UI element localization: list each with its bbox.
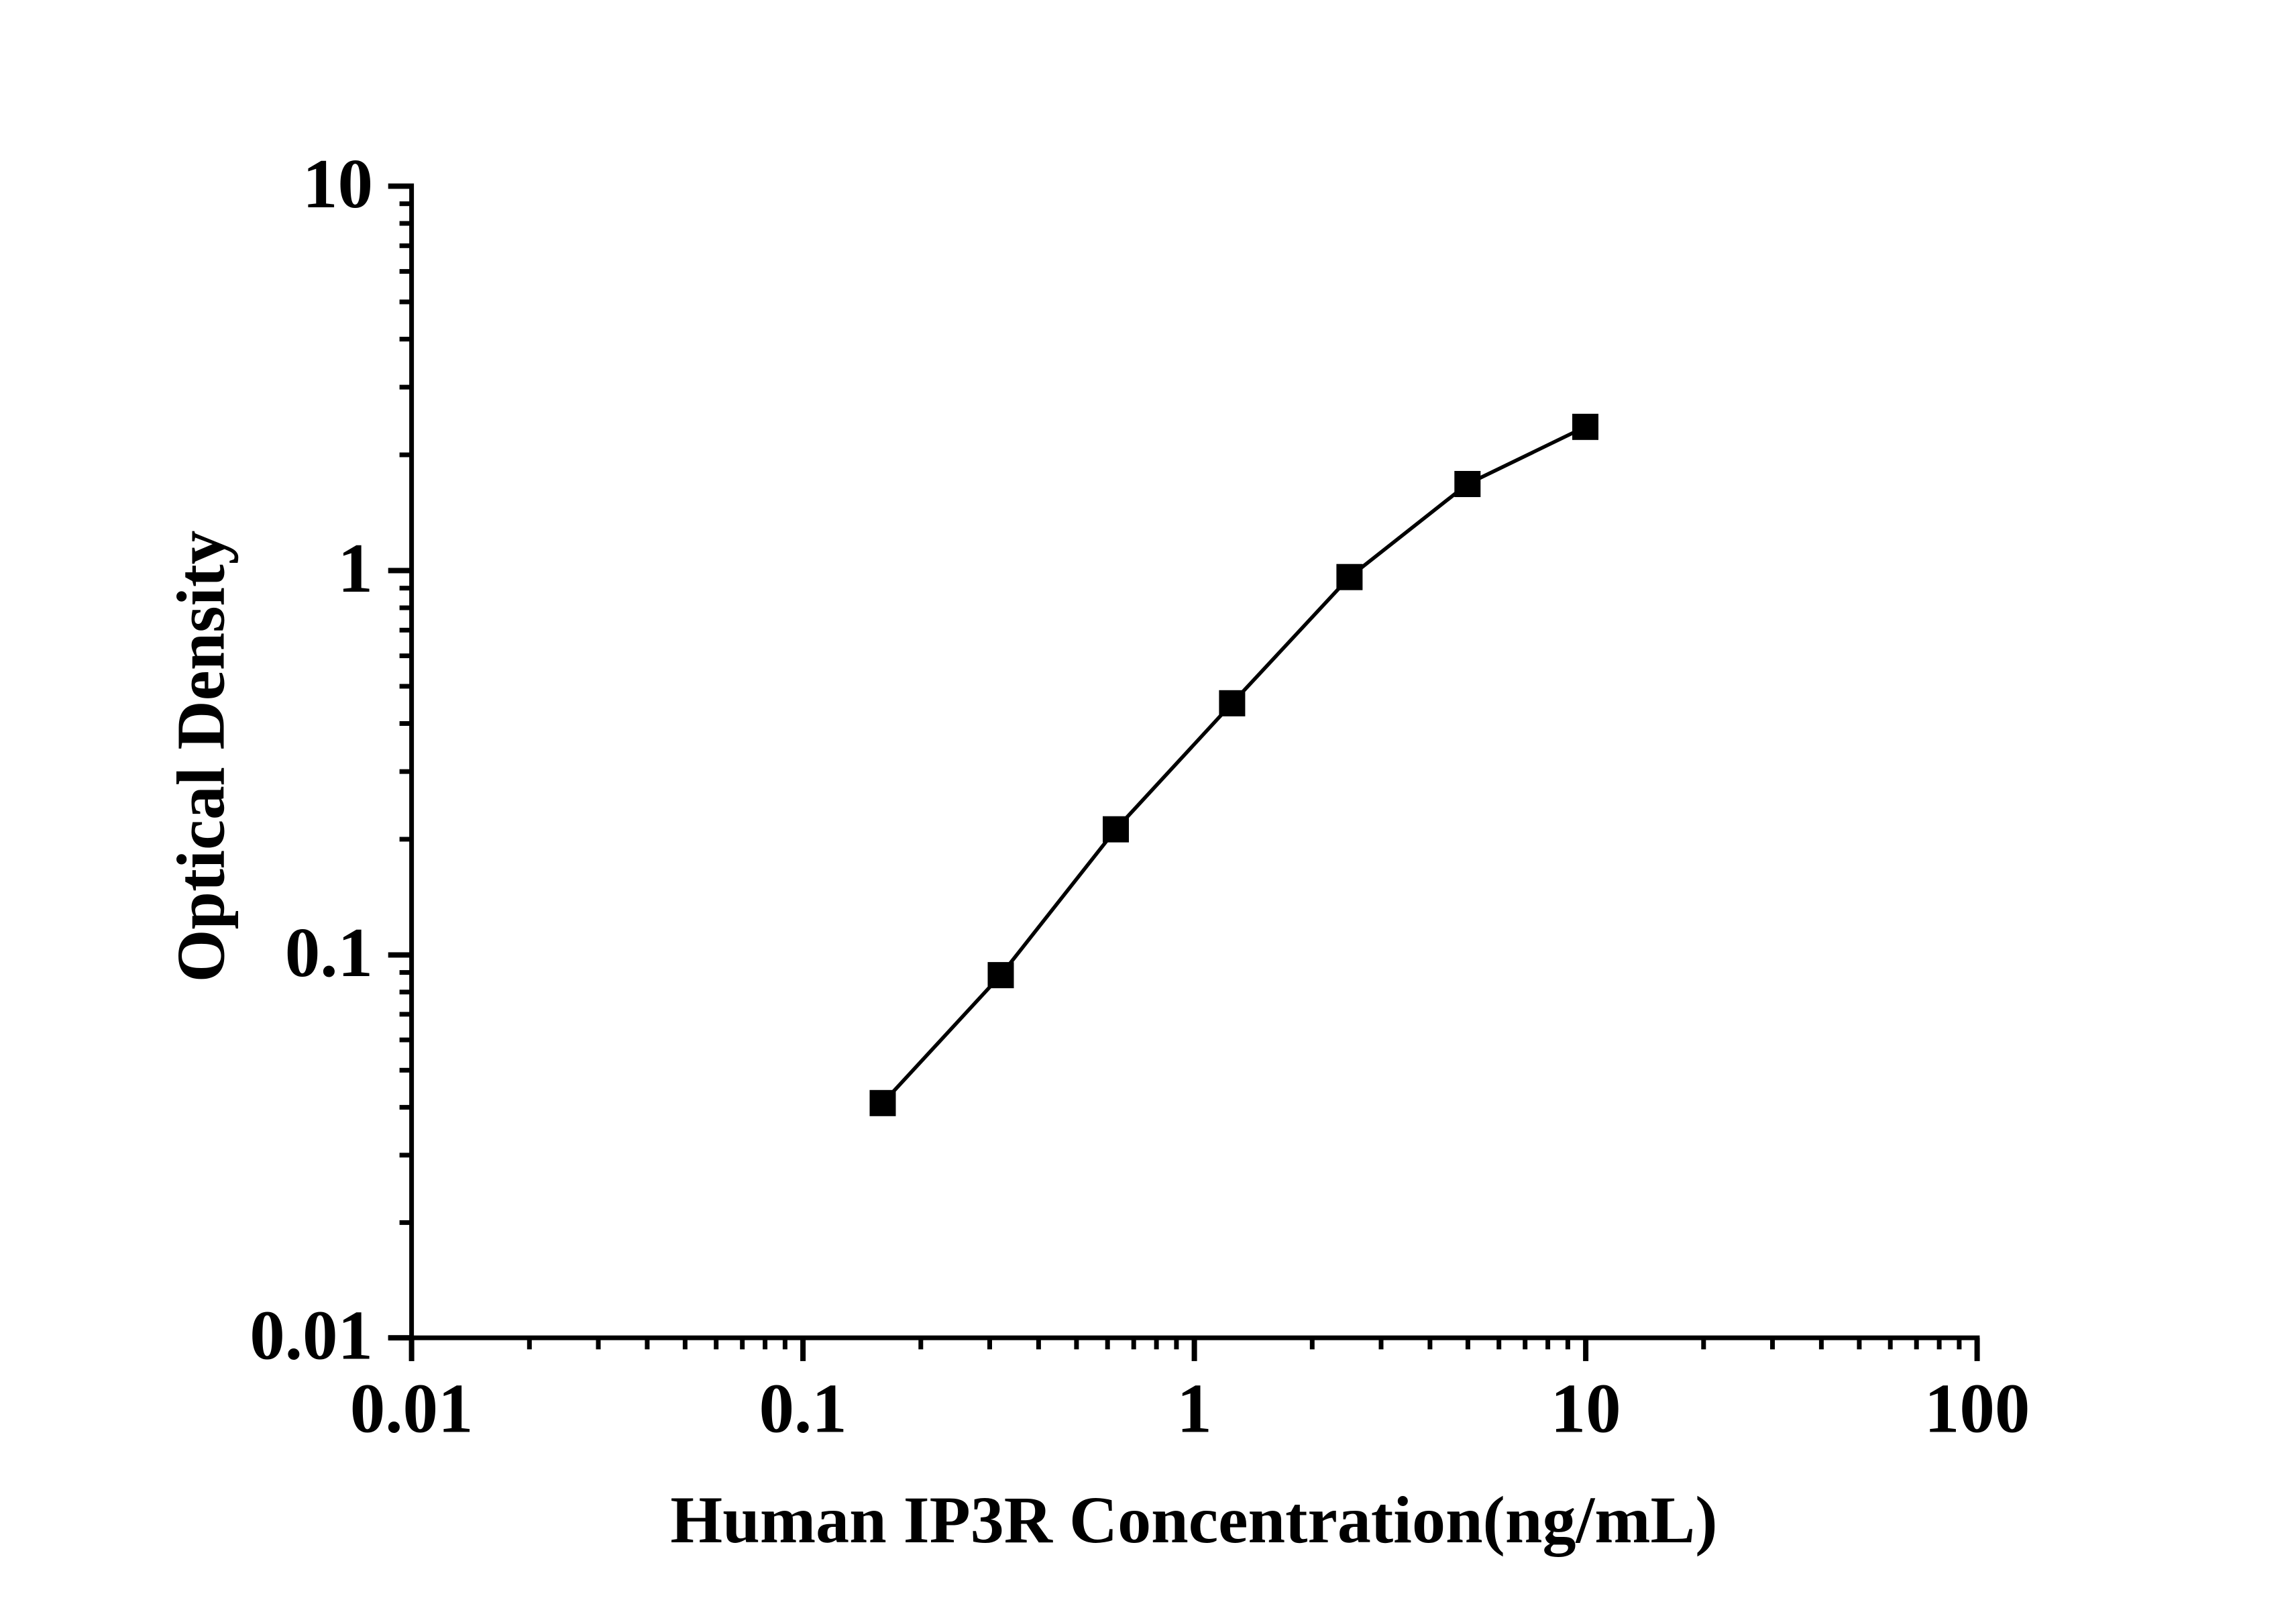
svg-text:0.01: 0.01 (350, 1369, 474, 1447)
svg-text:Human IP3R Concentration(ng/mL: Human IP3R Concentration(ng/mL) (670, 1483, 1717, 1557)
svg-text:10: 10 (303, 144, 373, 223)
svg-text:0.1: 0.1 (759, 1369, 846, 1447)
svg-text:0.01: 0.01 (250, 1296, 373, 1375)
svg-text:0.1: 0.1 (285, 913, 373, 992)
svg-text:Optical Density: Optical Density (164, 531, 239, 983)
svg-text:10: 10 (1551, 1369, 1621, 1447)
svg-text:1: 1 (1177, 1369, 1212, 1447)
svg-text:1: 1 (338, 529, 374, 607)
svg-text:100: 100 (1924, 1369, 2030, 1447)
